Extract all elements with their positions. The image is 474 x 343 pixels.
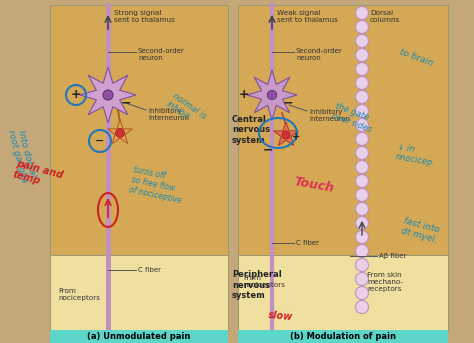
- Bar: [50, 5, 228, 255]
- Bar: [238, 255, 448, 330]
- Ellipse shape: [356, 189, 368, 201]
- Text: From
nociceptors: From nociceptors: [243, 275, 285, 288]
- Ellipse shape: [356, 286, 368, 299]
- Text: Second-order
neuron: Second-order neuron: [296, 48, 343, 61]
- Text: fast into
dt myel.: fast into dt myel.: [400, 216, 441, 244]
- Text: C fiber: C fiber: [138, 267, 161, 273]
- Text: Peripheral
nervous
system: Peripheral nervous system: [232, 270, 282, 300]
- Ellipse shape: [356, 259, 368, 272]
- Ellipse shape: [356, 230, 368, 244]
- Ellipse shape: [356, 146, 368, 159]
- Text: Second-order
neuron: Second-order neuron: [138, 48, 185, 61]
- Text: Touch: Touch: [293, 175, 335, 195]
- Text: the gate
over rides: the gate over rides: [330, 102, 376, 134]
- Text: −: −: [263, 143, 273, 156]
- Text: turns off
so free flow
of nociceptive: turns off so free flow of nociceptive: [128, 165, 187, 205]
- Ellipse shape: [356, 105, 368, 118]
- Ellipse shape: [356, 48, 368, 61]
- Ellipse shape: [356, 62, 368, 75]
- Ellipse shape: [356, 245, 368, 258]
- Ellipse shape: [356, 76, 368, 90]
- Text: +: +: [292, 132, 300, 142]
- Circle shape: [116, 129, 125, 138]
- Text: normal is
inhibit: normal is inhibit: [165, 91, 208, 129]
- Circle shape: [282, 131, 290, 139]
- Text: Weak signal
sent to thalamus: Weak signal sent to thalamus: [277, 10, 338, 23]
- Text: slow: slow: [268, 310, 294, 322]
- Bar: [238, 330, 448, 343]
- Ellipse shape: [356, 272, 368, 285]
- Text: −: −: [121, 96, 131, 109]
- Circle shape: [103, 90, 113, 100]
- Ellipse shape: [356, 35, 368, 47]
- Ellipse shape: [356, 161, 368, 174]
- Bar: [50, 255, 228, 330]
- Text: (b) Modulation of pain: (b) Modulation of pain: [290, 332, 396, 341]
- Text: +: +: [71, 88, 82, 102]
- Ellipse shape: [356, 21, 368, 34]
- Text: −: −: [95, 136, 105, 146]
- Text: From
nociceptors: From nociceptors: [58, 288, 100, 301]
- Polygon shape: [80, 67, 136, 123]
- Text: −: −: [283, 96, 293, 109]
- Text: Central
nervous
system: Central nervous system: [232, 115, 270, 145]
- Ellipse shape: [356, 202, 368, 215]
- Polygon shape: [273, 122, 298, 145]
- Text: (a) Unmodulated pain: (a) Unmodulated pain: [87, 332, 191, 341]
- Text: pain and
temp: pain and temp: [12, 158, 64, 192]
- Circle shape: [267, 91, 276, 99]
- Ellipse shape: [356, 118, 368, 131]
- Text: Inhibitory
interneuron: Inhibitory interneuron: [309, 109, 350, 122]
- Ellipse shape: [356, 91, 368, 104]
- Text: Into dorsal
root ganglia: Into dorsal root ganglia: [6, 126, 38, 184]
- Text: Strong signal
sent to thalamus: Strong signal sent to thalamus: [114, 10, 175, 23]
- Text: From skin
mechano-
receptors: From skin mechano- receptors: [367, 272, 403, 292]
- Ellipse shape: [356, 300, 368, 314]
- Text: +: +: [239, 88, 249, 102]
- Polygon shape: [247, 70, 297, 120]
- Polygon shape: [108, 120, 132, 143]
- Bar: [238, 5, 448, 255]
- Text: ↓ in
nnocicep.: ↓ in nnocicep.: [395, 142, 438, 168]
- Text: to brain: to brain: [398, 48, 434, 68]
- Ellipse shape: [356, 132, 368, 145]
- Text: Dorsal
columns: Dorsal columns: [370, 10, 400, 23]
- Ellipse shape: [356, 7, 368, 20]
- Text: C fiber: C fiber: [296, 240, 319, 246]
- Text: Inhibitory
interneuron: Inhibitory interneuron: [148, 108, 189, 121]
- Bar: [50, 330, 228, 343]
- Ellipse shape: [356, 175, 368, 188]
- Text: Aβ fiber: Aβ fiber: [379, 253, 406, 259]
- Ellipse shape: [356, 216, 368, 229]
